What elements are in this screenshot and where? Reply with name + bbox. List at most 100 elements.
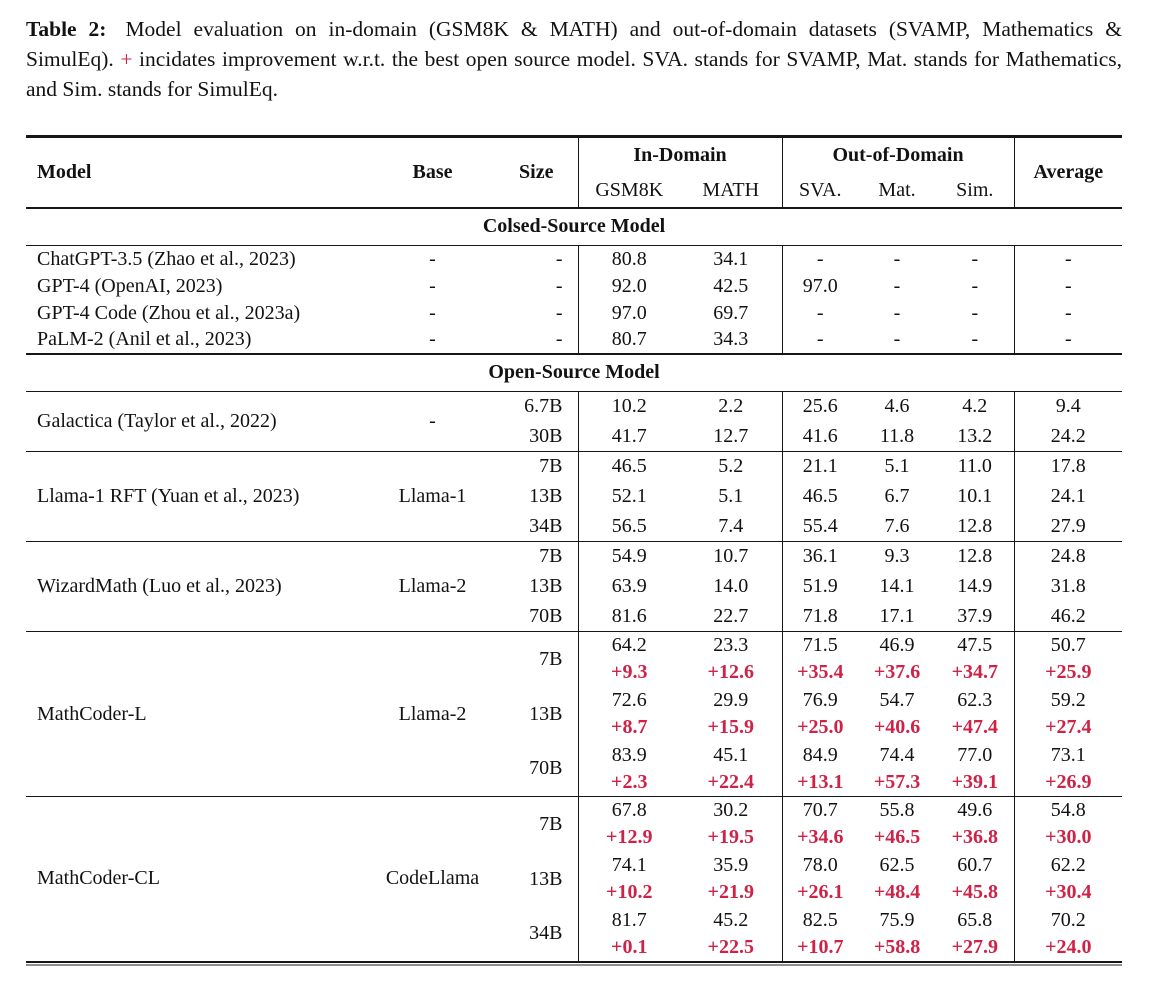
table-row: WizardMath (Luo et al., 2023) Llama-2 7B 54… xyxy=(26,541,1122,597)
score-cell: 84.9 xyxy=(802,743,838,766)
score-cell: 55.8 xyxy=(879,799,915,821)
score-cell: 29.9 xyxy=(680,686,783,714)
score-cell: 30.2 xyxy=(680,796,783,824)
delta-cell: +47.4 xyxy=(936,714,1015,742)
table-caption: Table 2: Model evaluation on in-domain (… xyxy=(26,14,1122,104)
table-row: 30B 41.7 12.7 41.6 11.8 13.2 24.2 xyxy=(26,421,1122,452)
score-cell: - xyxy=(893,247,901,270)
score-cell: 5.1 xyxy=(884,455,910,478)
score-cell: 54.9 xyxy=(611,545,647,568)
size-cell: 7B xyxy=(495,541,579,572)
model-name-cell: WizardMath (Luo et al., 2023) xyxy=(37,575,282,597)
column-header-size: Size xyxy=(495,136,579,208)
score-cell: 92.0 xyxy=(611,274,647,297)
size-cell: 70B xyxy=(495,741,579,797)
score-cell: 59.2 xyxy=(1050,688,1086,711)
score-cell: 70.2 xyxy=(1050,908,1086,931)
score-cell: 46.9 xyxy=(879,634,915,656)
score-cell: 46.5 xyxy=(802,485,838,507)
delta-cell: +57.3 xyxy=(873,771,921,793)
delta-cell: +34.7 xyxy=(936,659,1015,687)
size-cell: 70B xyxy=(495,601,579,632)
score-cell: 75.9 xyxy=(879,908,915,931)
base-cell: Llama-2 xyxy=(398,702,467,725)
score-cell: 77.0 xyxy=(936,741,1015,769)
table-row-delta: +8.7 +15.9 +25.0 +40.6 +47.4 +27.4 xyxy=(26,714,1122,742)
score-cell: 74.4 xyxy=(879,743,915,766)
delta-cell: +37.6 xyxy=(873,661,921,684)
score-cell: 34.1 xyxy=(680,245,783,273)
score-cell: 80.7 xyxy=(611,328,647,350)
column-header-average: Average xyxy=(1033,160,1104,183)
score-cell: 36.1 xyxy=(802,545,838,568)
table-row: MathCoder-CL CodeLlama 7B 67.8 30.2 70.7 55.8 4… xyxy=(26,796,1122,889)
section-title: Colsed-Source Model xyxy=(482,215,666,238)
table-row: 13B 63.9 14.0 51.9 14.1 14.9 31.8 xyxy=(26,571,1122,602)
table-row: 34B 81.7 45.2 82.5 75.9 65.8 70.2 xyxy=(26,906,1122,962)
score-cell: 31.8 xyxy=(1050,575,1086,597)
score-cell: 45.1 xyxy=(680,741,783,769)
delta-cell: +19.5 xyxy=(680,824,783,852)
score-cell: 54.7 xyxy=(879,688,915,711)
delta-cell: +12.6 xyxy=(680,659,783,687)
header-row-datasets: GSM8K MATH SVA. Mat. Sim. xyxy=(26,173,1122,208)
table-row-delta: +0.1 +22.5 +10.7 +58.8 +27.9 +24.0 xyxy=(26,934,1122,962)
table-bottom-rule xyxy=(26,964,1122,966)
model-name-cell: MathCoder-CL xyxy=(37,867,160,890)
column-header-mat: Mat. xyxy=(878,178,916,201)
score-cell: - xyxy=(893,328,901,350)
delta-cell: +45.8 xyxy=(936,879,1015,907)
score-cell: 55.4 xyxy=(802,514,838,537)
section-title-row: Colsed-Source Model xyxy=(26,208,1122,246)
score-cell: 37.9 xyxy=(936,601,1015,632)
score-cell: 51.9 xyxy=(802,575,838,597)
table-row: PaLM-2 (Anil et al., 2023) - - 80.7 34.3 - - - - xyxy=(26,326,1122,354)
plus-sign: + xyxy=(120,47,133,71)
base-cell: Llama-1 xyxy=(398,485,467,507)
base-cell: - xyxy=(429,301,436,324)
model-name-cell: Galactica (Taylor et al., 2022) xyxy=(37,410,277,432)
score-cell: 63.9 xyxy=(611,575,647,597)
model-name-cell: Llama-1 RFT (Yuan et al., 2023) xyxy=(37,485,300,507)
score-cell: 7.4 xyxy=(680,511,783,542)
delta-cell: +12.9 xyxy=(606,826,653,849)
score-cell: 47.5 xyxy=(936,631,1015,659)
size-cell: 34B xyxy=(495,511,579,542)
score-cell: 41.7 xyxy=(611,424,647,447)
table-row: 70B 81.6 22.7 71.8 17.1 37.9 46.2 xyxy=(26,601,1122,632)
page: Table 2: Model evaluation on in-domain (… xyxy=(26,14,1123,966)
score-cell: 78.0 xyxy=(802,853,838,876)
score-cell: 17.8 xyxy=(1050,455,1086,478)
base-cell: - xyxy=(429,328,436,350)
delta-cell: +58.8 xyxy=(873,935,921,958)
score-cell: 34.3 xyxy=(680,326,783,354)
table-row: 13B 52.1 5.1 46.5 6.7 10.1 24.1 xyxy=(26,481,1122,512)
delta-cell: +2.3 xyxy=(611,771,648,793)
score-cell: 62.5 xyxy=(879,853,915,876)
base-cell: - xyxy=(429,410,436,432)
score-cell: - xyxy=(816,247,824,270)
score-cell: 71.5 xyxy=(802,634,838,656)
delta-cell: +26.9 xyxy=(1045,771,1092,793)
score-cell: 4.2 xyxy=(936,391,1015,422)
score-cell: 11.0 xyxy=(936,451,1015,482)
score-cell: 12.8 xyxy=(936,511,1015,542)
size-cell: - xyxy=(495,326,579,354)
score-cell: 74.1 xyxy=(611,853,647,876)
score-cell: 27.9 xyxy=(1050,514,1086,537)
score-cell: 10.1 xyxy=(936,481,1015,512)
table-row-delta: +9.3 +12.6 +35.4 +37.6 +34.7 +25.9 xyxy=(26,659,1122,687)
score-cell: 80.8 xyxy=(611,247,647,270)
score-cell: 12.8 xyxy=(936,541,1015,572)
base-cell: CodeLlama xyxy=(385,867,480,890)
size-cell: 13B xyxy=(495,686,579,742)
delta-cell: +21.9 xyxy=(680,879,783,907)
score-cell: 97.0 xyxy=(802,274,838,297)
size-cell: - xyxy=(495,245,579,273)
score-cell: 14.0 xyxy=(680,571,783,602)
model-group: MathCoder-L Llama-2 7B 64.2 23.3 71.5 46.9 47.5… xyxy=(26,631,1123,797)
score-cell: 70.7 xyxy=(802,799,838,821)
size-cell: 13B xyxy=(495,571,579,602)
score-cell: 83.9 xyxy=(611,743,647,766)
table-row: ChatGPT-3.5 (Zhao et al., 2023) - - 80.8 34.… xyxy=(26,245,1122,273)
